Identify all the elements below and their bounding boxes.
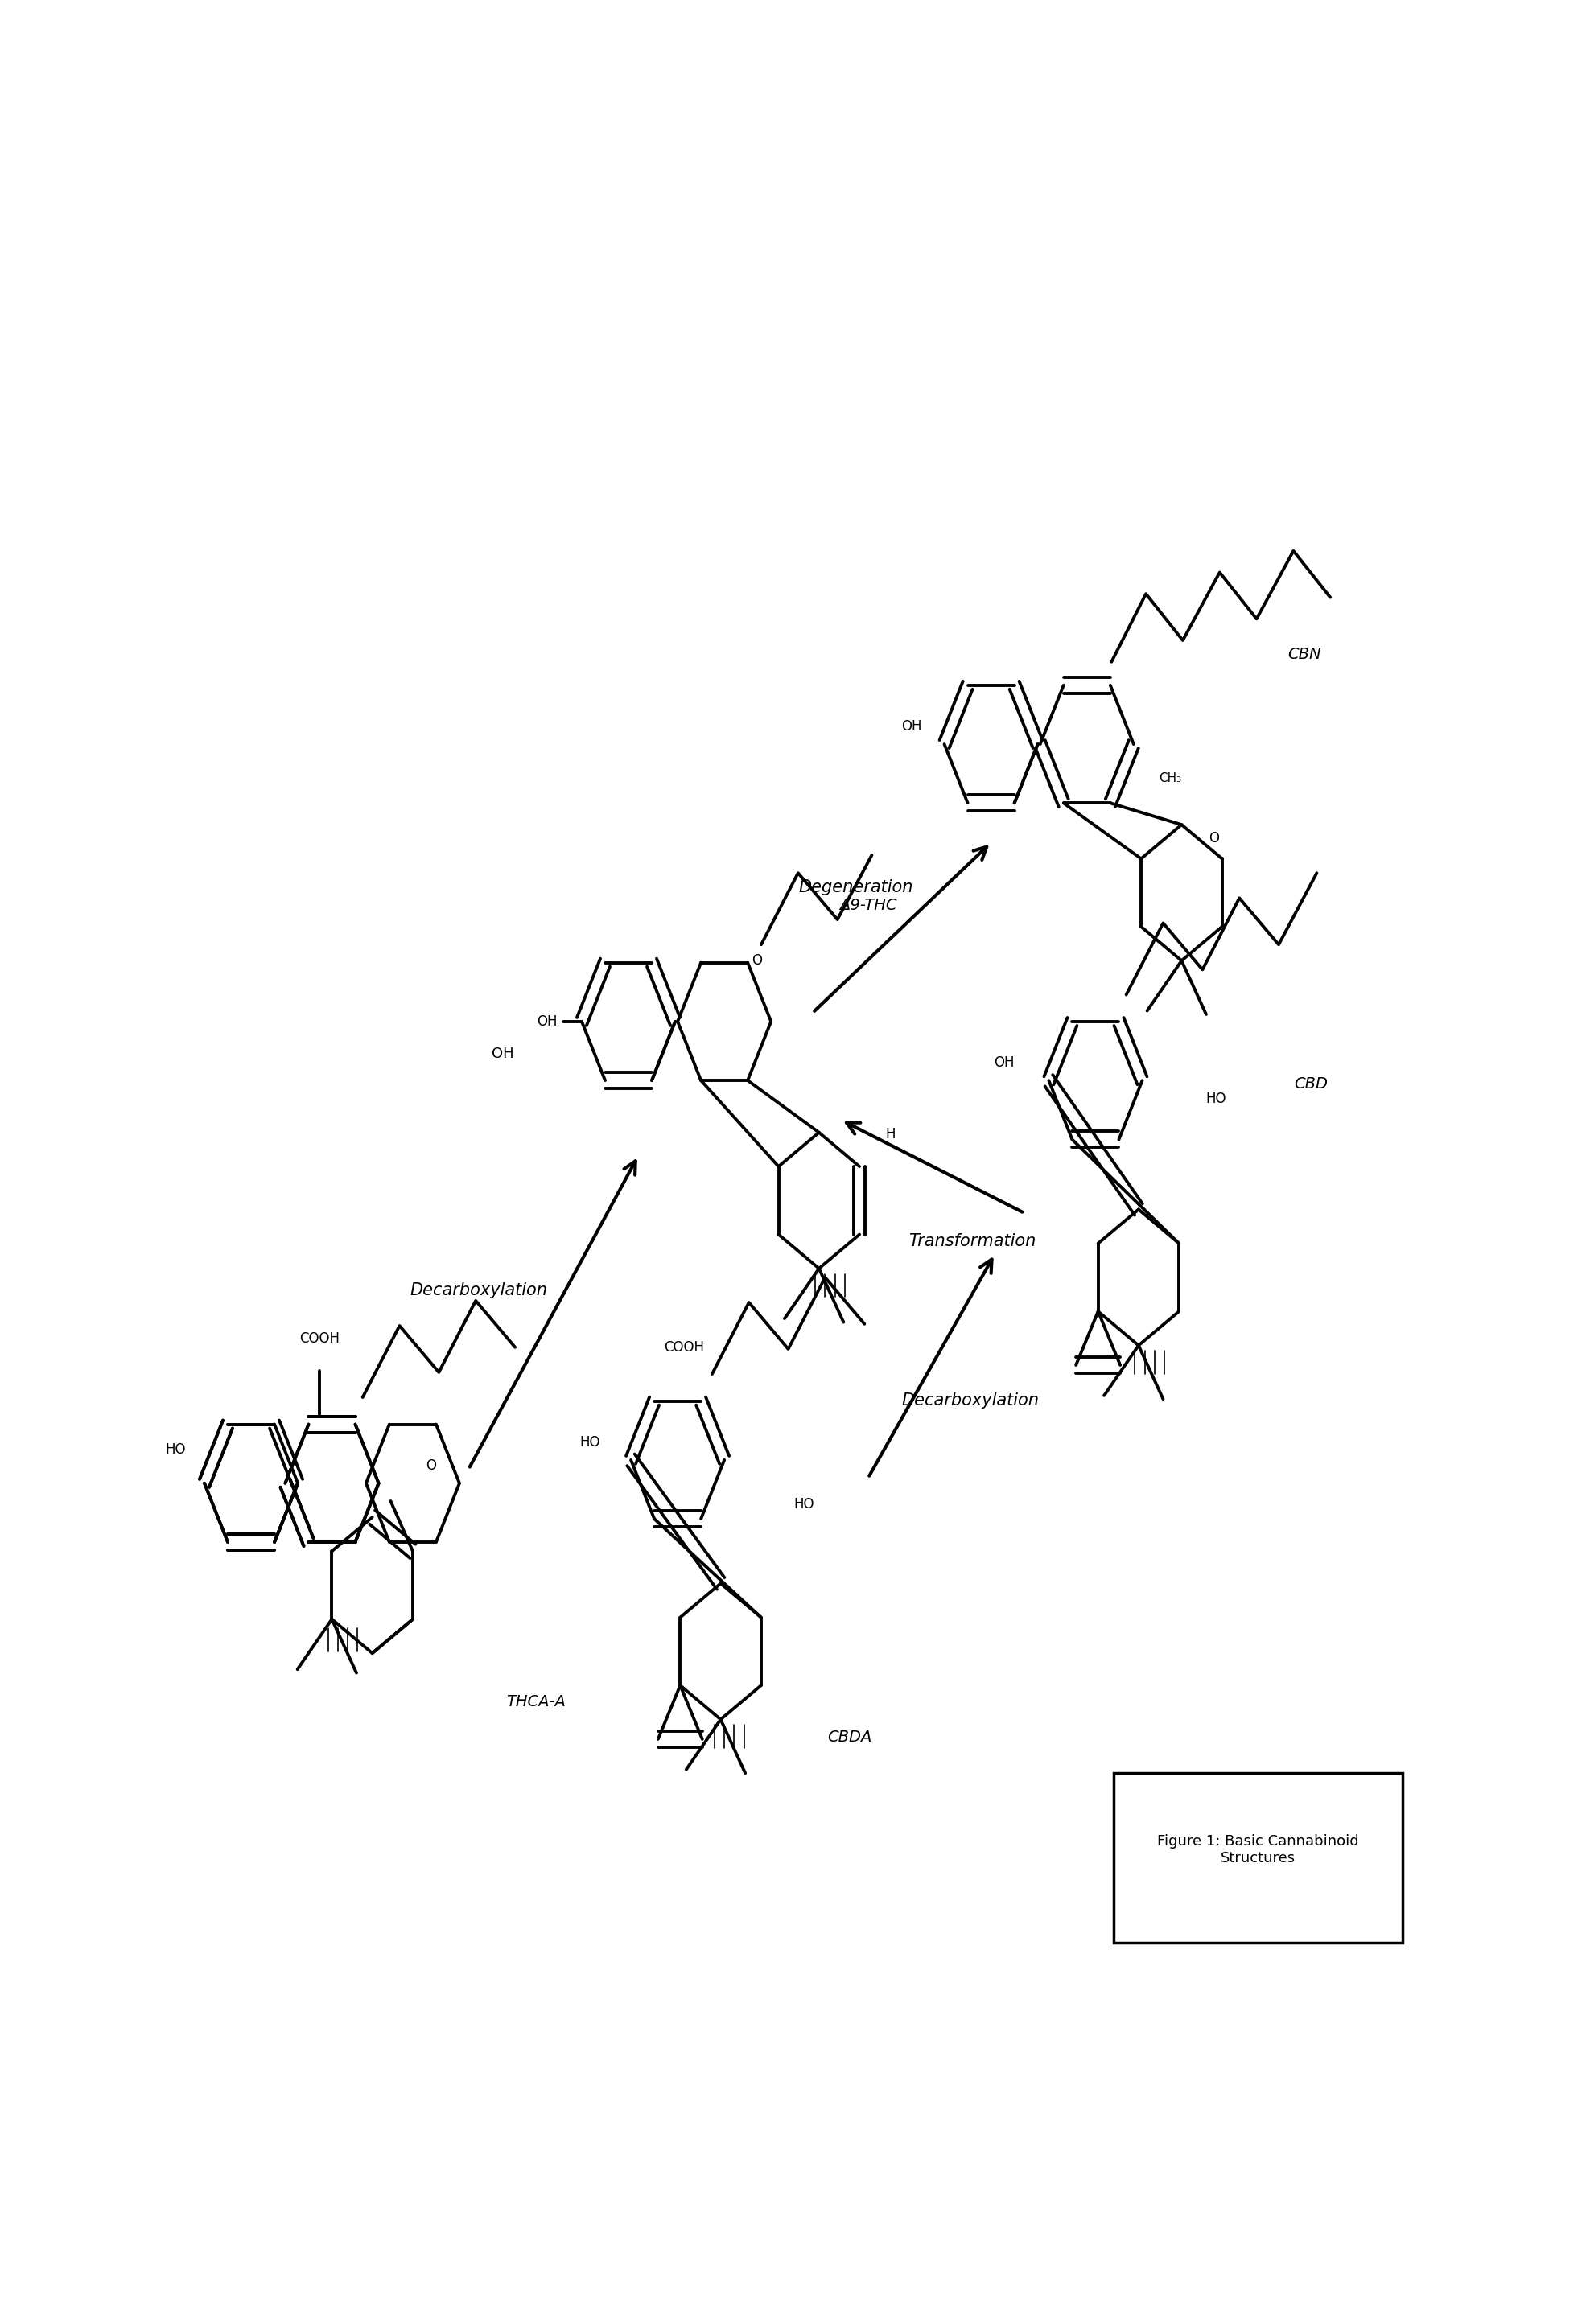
Text: Decarboxylation: Decarboxylation [901,1392,1039,1408]
Text: HO: HO [579,1434,600,1450]
Text: CH₃: CH₃ [1159,772,1182,783]
Text: Δ9-THC: Δ9-THC [839,897,898,913]
Text: O: O [427,1457,436,1473]
Text: O: O [752,953,763,967]
Text: OH: OH [902,718,921,734]
Text: COOH: COOH [300,1332,339,1346]
Text: CBDA: CBDA [828,1729,872,1745]
Text: Figure 1: Basic Cannabinoid
Structures: Figure 1: Basic Cannabinoid Structures [1156,1834,1359,1866]
Text: THCA-A: THCA-A [506,1694,566,1708]
Text: Degeneration: Degeneration [798,878,914,895]
Text: OH: OH [994,1055,1015,1069]
Text: HO: HO [795,1497,815,1513]
Text: OH: OH [536,1013,557,1030]
Text: HO: HO [1205,1092,1226,1106]
Text: OH: OH [492,1046,514,1062]
Text: Decarboxylation: Decarboxylation [409,1283,547,1299]
Text: Transformation: Transformation [909,1234,1036,1250]
Text: H: H [885,1127,895,1141]
FancyBboxPatch shape [1113,1773,1402,1943]
Text: CBN: CBN [1288,646,1321,662]
Text: O: O [1209,832,1220,846]
Text: HO: HO [165,1441,186,1457]
Text: COOH: COOH [663,1341,704,1355]
Text: CBD: CBD [1294,1076,1327,1092]
